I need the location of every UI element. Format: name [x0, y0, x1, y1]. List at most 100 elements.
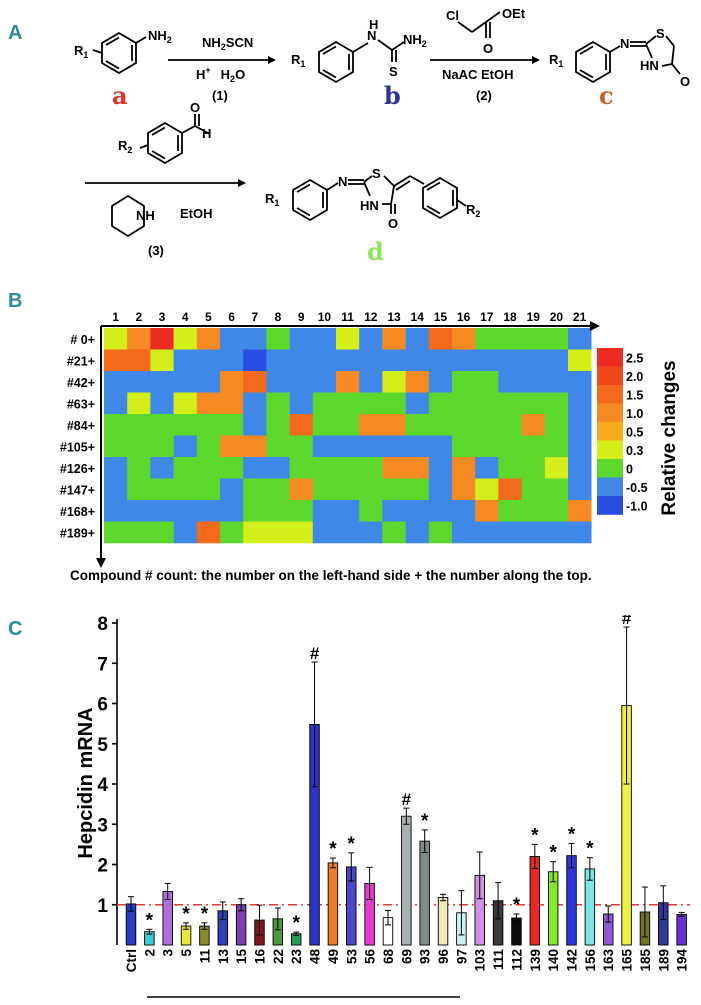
- heatmap-cell: [289, 478, 314, 501]
- heatmap-cell: [498, 414, 522, 436]
- step2-number: (2): [476, 88, 492, 103]
- heatmap-legend-title: Relative changes: [659, 360, 680, 515]
- heatmap-cell: [428, 392, 453, 415]
- bar: [401, 815, 412, 946]
- significance-marker: *: [146, 910, 154, 931]
- heatmap-cell: [452, 500, 476, 522]
- compound-b-label: b: [384, 81, 401, 110]
- thiazolidinone-hn-c: HN: [640, 58, 659, 73]
- heatmap-cell: [336, 328, 360, 350]
- heatmap-column-label: 19: [527, 310, 541, 324]
- heatmap-cell: [382, 457, 406, 479]
- heatmap-cell: [173, 371, 198, 393]
- heatmap-cell: [127, 392, 151, 415]
- legend-swatch: [597, 403, 623, 423]
- heatmap-cell: [312, 500, 337, 522]
- heatmap-cell: [104, 371, 128, 393]
- carbonyl-o-c: O: [680, 74, 690, 89]
- heatmap-cell: [104, 521, 128, 544]
- heatmap-cell: [336, 414, 360, 436]
- heatmap-cell: [452, 328, 476, 350]
- heatmap-cell: [452, 371, 476, 393]
- category-label: 13: [216, 949, 231, 965]
- heatmap-cell: [544, 500, 569, 522]
- heatmap-cell: [289, 521, 314, 544]
- thiazolidinone-s-d: S: [372, 166, 381, 181]
- heatmap-cell: [452, 435, 476, 458]
- legend-label: 2.5: [626, 351, 643, 365]
- heatmap-cell: [243, 435, 267, 458]
- y-tick-label: 5: [97, 735, 108, 756]
- significance-marker: *: [513, 895, 521, 916]
- step3-conditions: EtOH: [180, 206, 213, 221]
- heatmap-column-label: 20: [550, 310, 564, 324]
- heatmap-cell: [568, 435, 592, 458]
- thiourea-nh2: NH2: [403, 32, 427, 49]
- heatmap-cell: [196, 371, 221, 393]
- heatmap-cell: [220, 371, 244, 393]
- heatmap-cell: [336, 435, 360, 458]
- r1-label-c: R1: [549, 52, 563, 69]
- heatmap-row-label: #21+: [67, 354, 95, 368]
- heatmap-cell: [475, 371, 499, 393]
- legend-swatch: [597, 385, 623, 404]
- heatmap-cell: [289, 414, 314, 436]
- heatmap-cell: [359, 435, 383, 458]
- heatmap-cell: [104, 414, 128, 436]
- heatmap-cell: [312, 349, 337, 372]
- heatmap-cell: [568, 500, 592, 522]
- heatmap-cell: [150, 371, 174, 393]
- heatmap-cell: [498, 392, 522, 415]
- benzaldehyde-ring: [139, 114, 209, 165]
- heatmap-column-label: 11: [341, 310, 354, 324]
- heatmap-caption: Compound # count: the number on the left…: [70, 568, 592, 583]
- significance-marker: *: [586, 839, 594, 860]
- heatmap-cell: [336, 457, 360, 479]
- heatmap-cell: [382, 328, 406, 350]
- significance-marker: #: [402, 790, 412, 809]
- heatmap-cell: [289, 328, 314, 350]
- heatmap-cell: [266, 392, 290, 415]
- nh2-label: NH2: [148, 28, 172, 45]
- heatmap-cell: [544, 392, 569, 415]
- heatmap-cell: [127, 435, 151, 458]
- thiourea-h: H: [369, 17, 378, 32]
- heatmap-cell: [150, 392, 174, 415]
- heatmap-cell: [336, 392, 360, 415]
- significance-marker: *: [292, 913, 300, 934]
- heatmap-column-label: 15: [434, 310, 448, 324]
- step1-reagent: NH2SCN: [202, 35, 253, 52]
- heatmap-cell: [173, 435, 198, 458]
- heatmap-cell: [475, 478, 499, 501]
- heatmap-cell: [475, 414, 499, 436]
- heatmap-cell: [196, 414, 221, 436]
- ester-o: O: [483, 41, 493, 56]
- compound-d-label: d: [367, 237, 384, 266]
- category-label: 22: [271, 949, 286, 964]
- heatmap-cell: [336, 500, 360, 522]
- heatmap-cell: [127, 414, 151, 436]
- heatmap-cell: [405, 414, 430, 436]
- heatmap-cell: [382, 414, 406, 436]
- heatmap-cell: [382, 521, 406, 544]
- category-label: 69: [399, 949, 414, 964]
- heatmap-cell: [568, 371, 592, 393]
- bar: [529, 855, 541, 946]
- significance-marker: *: [421, 811, 429, 832]
- heatmap-column-label: 4: [182, 310, 189, 324]
- heatmap-cell: [382, 371, 406, 393]
- significance-marker: *: [549, 843, 557, 864]
- heatmap-cell: [359, 478, 383, 501]
- step3-number: (3): [148, 243, 164, 258]
- category-label: 103: [473, 949, 488, 972]
- heatmap-cell: [173, 521, 198, 544]
- heatmap-cell: [568, 349, 592, 372]
- legend-swatch: [597, 459, 623, 478]
- heatmap-cell: [243, 500, 267, 522]
- heatmap-cell: [150, 328, 174, 350]
- bar: [437, 897, 449, 946]
- heatmap-cell: [173, 500, 198, 522]
- heatmap-cell: [568, 478, 592, 501]
- heatmap-cell: [521, 500, 546, 522]
- heatmap-cell: [428, 500, 453, 522]
